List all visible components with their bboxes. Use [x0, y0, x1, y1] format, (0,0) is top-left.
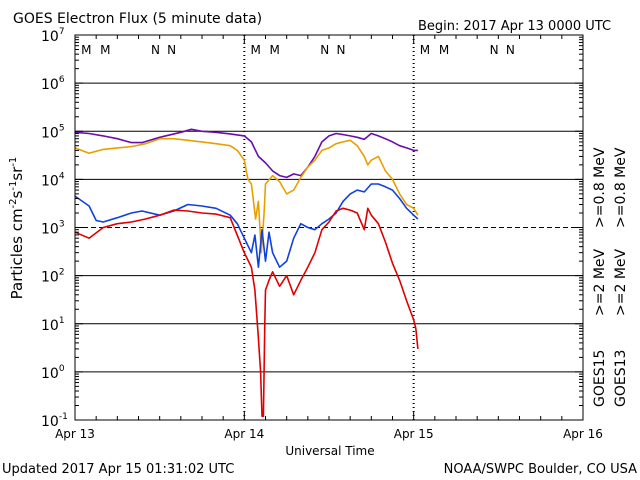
- y-tick-label: 101: [41, 316, 65, 334]
- series-line: [74, 137, 419, 254]
- data-source: NOAA/SWPC Boulder, CO USA: [444, 462, 637, 477]
- position-marker: M: [439, 43, 449, 57]
- position-marker: N: [151, 43, 160, 57]
- x-tick-label: Apr 14: [224, 427, 264, 441]
- position-marker: M: [420, 43, 430, 57]
- y-tick-label: 107: [41, 27, 65, 45]
- position-marker: N: [490, 43, 499, 57]
- series-line: [74, 183, 419, 268]
- x-axis-ticks: Apr 13 Apr 14 Apr 15 Apr 16: [55, 35, 603, 441]
- x-tick-label: Apr 16: [563, 427, 603, 441]
- y-tick-label: 103: [41, 220, 65, 238]
- position-marker: M: [250, 43, 260, 57]
- position-marker: M: [269, 43, 279, 57]
- series-line: [74, 128, 418, 179]
- y-label-main: Particles cm: [8, 208, 26, 299]
- y-axis-label: Particles cm-2s-1sr-1: [8, 157, 26, 300]
- y-tick-label: 104: [41, 171, 65, 189]
- position-marker: N: [167, 43, 176, 57]
- y-label-sup-2: -1: [8, 181, 19, 191]
- y-label-sup-3: -1: [8, 157, 19, 167]
- legend-goes15-2mev: >=2 MeV: [592, 248, 608, 316]
- y-tick-label: 102: [41, 268, 65, 286]
- x-tick-label: Apr 15: [394, 427, 434, 441]
- updated-time: Updated 2017 Apr 15 01:31:02 UTC: [2, 462, 234, 477]
- series-line: [74, 207, 419, 417]
- y-label-s: s: [8, 190, 26, 198]
- position-marker: M: [81, 43, 91, 57]
- y-axis-ticks: 107 106 105 104 103 102 101 100 10-1: [41, 27, 583, 430]
- position-marker: M: [100, 43, 110, 57]
- y-label-sr: sr: [8, 166, 26, 181]
- goes15-label: GOES15: [592, 350, 608, 407]
- goes13-label: GOES13: [613, 350, 629, 407]
- legend-goes15-08mev: >=0.8 MeV: [592, 147, 608, 228]
- x-axis-label: Universal Time: [285, 444, 374, 458]
- day-boundary-lines: [243, 35, 415, 420]
- data-series: [74, 128, 419, 417]
- position-marker: N: [337, 43, 346, 57]
- x-tick-label: Apr 13: [55, 427, 95, 441]
- position-marker: N: [506, 43, 515, 57]
- y-tick-label: 105: [41, 123, 65, 141]
- legend-goes13-08mev: >=0.8 MeV: [613, 147, 629, 228]
- position-marker: N: [320, 43, 329, 57]
- begin-time: Begin: 2017 Apr 13 0000 UTC: [418, 19, 611, 34]
- y-label-sup-1: -2: [8, 198, 19, 208]
- y-tick-label: 106: [41, 75, 65, 93]
- gridlines: [75, 82, 583, 373]
- y-tick-label: 10-1: [41, 412, 68, 430]
- chart-title: GOES Electron Flux (5 minute data): [13, 11, 262, 27]
- y-tick-label: 100: [41, 364, 65, 382]
- legend-goes13-2mev: >=2 MeV: [613, 248, 629, 316]
